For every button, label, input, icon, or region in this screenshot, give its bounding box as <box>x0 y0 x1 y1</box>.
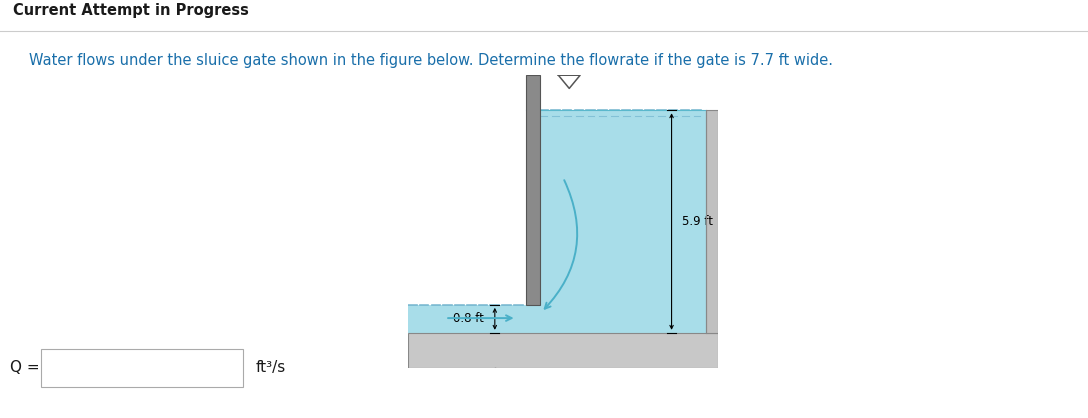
Text: Current Attempt in Progress: Current Attempt in Progress <box>13 3 249 18</box>
FancyArrowPatch shape <box>448 315 511 321</box>
Bar <box>408 333 718 368</box>
FancyArrowPatch shape <box>545 180 578 308</box>
Text: Water flows under the sluice gate shown in the figure below. Determine the flowr: Water flows under the sluice gate shown … <box>29 53 833 68</box>
FancyBboxPatch shape <box>41 349 243 387</box>
Text: Q =: Q = <box>10 360 39 375</box>
Bar <box>408 305 526 333</box>
Bar <box>526 110 706 333</box>
Text: 5.9 ft: 5.9 ft <box>682 215 714 228</box>
Text: 0.8 ft: 0.8 ft <box>453 312 484 325</box>
Bar <box>706 110 718 333</box>
Bar <box>526 75 540 305</box>
Text: ft³/s: ft³/s <box>256 360 286 375</box>
